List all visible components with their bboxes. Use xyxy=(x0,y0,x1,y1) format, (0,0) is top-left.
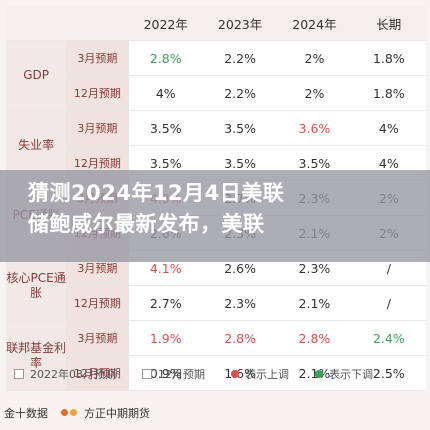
row-period-label: 3月预期 xyxy=(66,111,129,146)
column-header: 2023年 xyxy=(202,6,278,41)
projection-value: 4% xyxy=(128,76,203,111)
column-header xyxy=(6,6,67,41)
row-group-label: GDP xyxy=(6,41,67,111)
projection-value: 2.1% xyxy=(277,356,352,391)
projection-value: 1.8% xyxy=(351,76,426,111)
projection-value: 4% xyxy=(351,111,426,146)
projection-value: 2.8% xyxy=(277,321,352,356)
legend-item: 12月预期 xyxy=(142,366,205,382)
legend-item: 2022年03月预期 xyxy=(14,366,116,382)
legend-label: 2022年03月预期 xyxy=(30,368,116,381)
headline-text: 猜测2024年12月4日美联 储鲍威尔最新发布，美联 xyxy=(28,178,408,240)
column-header xyxy=(66,6,129,41)
headline-line-1: 猜测2024年12月4日美联 xyxy=(28,181,285,205)
source-founder-label: 方正中期期货 xyxy=(84,407,150,420)
legend-label: 12月预期 xyxy=(158,368,205,381)
projection-value: 2.1% xyxy=(277,286,352,321)
source-founder: 方正中期期货 xyxy=(60,405,150,421)
projection-value: 1.6% xyxy=(202,356,278,391)
legend-dot-icon xyxy=(231,370,239,378)
row-group-label: 失业率 xyxy=(6,111,67,181)
legend-dot-icon xyxy=(315,370,323,378)
legend-label: 表示上调 xyxy=(245,368,289,381)
row-period-label: 12月预期 xyxy=(66,76,129,111)
founder-logo-icon xyxy=(60,406,80,420)
row-period-label: 12月预期 xyxy=(66,286,129,321)
row-group-label: 联邦基金利率 xyxy=(6,321,67,391)
projection-value: 2.3% xyxy=(202,286,278,321)
projection-value: 3.5% xyxy=(128,111,203,146)
source-jin10: 金十数据 xyxy=(4,405,48,421)
projection-value: 2.8% xyxy=(202,321,278,356)
row-group-label: 核心PCE通胀 xyxy=(6,251,67,321)
legend: 2022年03月预期 12月预期 表示上调 表示下调 xyxy=(6,360,426,388)
legend-item: 表示下调 xyxy=(315,366,373,382)
column-header: 长期 xyxy=(351,6,426,41)
table-row: 12月预期 2.7% 2.3% 2.1% / xyxy=(6,286,426,321)
projection-value: 2.8% xyxy=(128,41,203,76)
projection-value: 2.4% xyxy=(351,321,426,356)
projection-value: 2% xyxy=(277,41,352,76)
projection-value: 2.5% xyxy=(351,356,426,391)
projection-value: 2.2% xyxy=(202,41,278,76)
source-jin10-label: 金十数据 xyxy=(4,407,48,420)
legend-square-icon xyxy=(14,369,24,379)
projection-value: 2.2% xyxy=(202,76,278,111)
projection-value: 2.7% xyxy=(128,286,203,321)
projection-value: 1.9% xyxy=(128,321,203,356)
projection-value: 1.8% xyxy=(351,41,426,76)
source-footer: 金十数据 方正中期期货 xyxy=(4,400,426,426)
row-period-label: 12月预期 xyxy=(66,356,129,391)
legend-square-icon xyxy=(142,369,152,379)
table-row: 联邦基金利率 3月预期 1.9% 2.8% 2.8% 2.4% xyxy=(6,321,426,391)
legend-label: 表示下调 xyxy=(329,368,373,381)
projection-value: 3.6% xyxy=(277,111,352,146)
projection-value: 3.5% xyxy=(202,111,278,146)
projection-value: / xyxy=(351,286,426,321)
table-row: 失业率 3月预期 3.5% 3.5% 3.6% 4% xyxy=(6,111,426,181)
row-period-label: 3月预期 xyxy=(66,321,129,356)
headline-line-2: 储鲍威尔最新发布，美联 xyxy=(28,212,265,236)
table-row: GDP 3月预期 2.8% 2.2% 2% 1.8% xyxy=(6,41,426,111)
table-header-row: 2022年 2023年 2024年 长期 xyxy=(6,6,426,41)
column-header: 2024年 xyxy=(277,6,352,41)
legend-item: 表示上调 xyxy=(231,366,289,382)
column-header: 2022年 xyxy=(128,6,203,41)
row-period-label: 3月预期 xyxy=(66,41,129,76)
projection-value: 2% xyxy=(277,76,352,111)
projection-value: 0.9% xyxy=(128,356,203,391)
table-row: 12月预期 4% 2.2% 2% 1.8% xyxy=(6,76,426,111)
headline-banner xyxy=(0,170,430,262)
